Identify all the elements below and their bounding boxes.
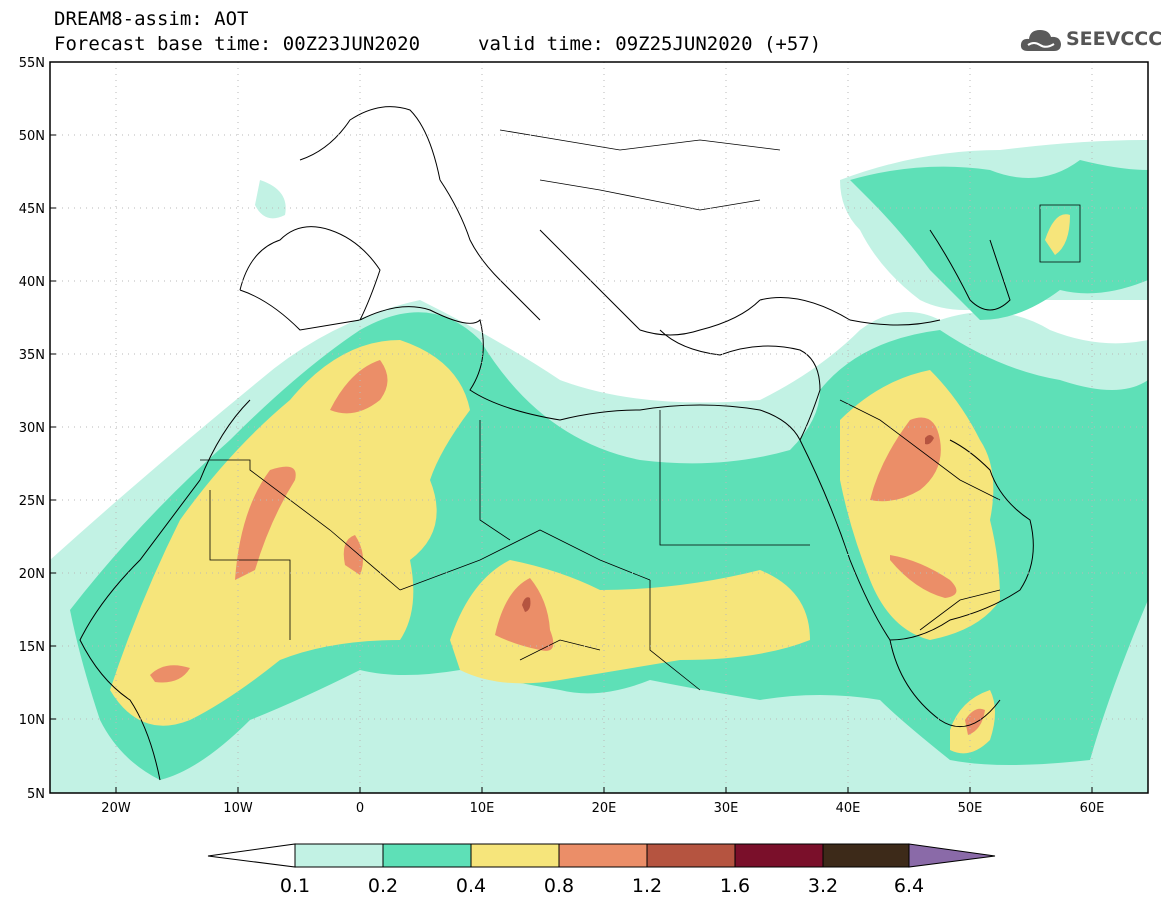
aot-contour-1-2-b xyxy=(925,435,934,445)
lon-label: 60E xyxy=(1080,801,1105,816)
ticks xyxy=(50,134,1093,793)
lon-label: 40E xyxy=(836,801,861,816)
lat-label: 10N xyxy=(19,713,45,728)
lon-label: 30E xyxy=(714,801,739,816)
lat-label: 55N xyxy=(19,56,45,71)
lon-label: 50E xyxy=(958,801,983,816)
coastlines xyxy=(79,106,1034,781)
aot-contour-0-2-caspian xyxy=(850,160,1148,320)
lat-label: 45N xyxy=(19,202,45,217)
colorbar-swatch xyxy=(734,843,824,868)
colorbar-label: 0.8 xyxy=(544,875,574,897)
aot-contour-0-4-central xyxy=(450,560,810,684)
colorbar-label: 0.2 xyxy=(368,875,398,897)
lon-label: 20E xyxy=(592,801,617,816)
aot-contour-0-8-a xyxy=(330,360,388,414)
chart-title: DREAM8-assim: AOT xyxy=(54,8,249,30)
colorbar-label: 1.6 xyxy=(720,875,750,897)
colorbar-label: 0.1 xyxy=(280,875,310,897)
aot-contour-0-8-g xyxy=(150,665,190,683)
colorbar-swatch-above xyxy=(908,843,996,868)
borders xyxy=(200,129,1081,691)
logo-text: SEEVCCC xyxy=(1066,28,1163,50)
lat-label: 20N xyxy=(19,567,45,582)
lon-label: 0 xyxy=(356,801,364,816)
valid-time: valid time: 09Z25JUN2020 (+57) xyxy=(478,33,822,55)
lat-label: 15N xyxy=(19,640,45,655)
lat-label: 35N xyxy=(19,348,45,363)
lat-label: 50N xyxy=(19,129,45,144)
seevccc-logo: SEEVCCC xyxy=(1018,22,1162,58)
aot-contour-0-8-f xyxy=(890,555,957,598)
lon-label: 10W xyxy=(223,801,253,816)
aot-contour-0-1-iberia xyxy=(255,180,286,219)
aot-contour-0-8-d xyxy=(495,578,554,651)
colorbar-label: 6.4 xyxy=(894,875,924,897)
lat-label: 5N xyxy=(27,787,45,802)
aot-field xyxy=(50,62,1148,793)
colorbar-swatch-below xyxy=(207,843,296,868)
aot-contour-0-8-b xyxy=(235,466,296,580)
colorbar-swatch xyxy=(646,843,736,868)
lon-label: 10E xyxy=(470,801,495,816)
latitude-labels: 55N 50N 45N 40N 35N 30N 25N 20N 15N 10N … xyxy=(19,56,45,802)
cloud-icon xyxy=(1020,30,1061,51)
colorbar-label: 1.2 xyxy=(632,875,662,897)
aot-contour-0-4-west xyxy=(110,340,470,726)
aot-contour-0-4-aral xyxy=(1045,214,1070,255)
lon-label: 20W xyxy=(101,801,131,816)
forecast-base-time: Forecast base time: 00Z23JUN2020 xyxy=(54,33,421,55)
lat-label: 30N xyxy=(19,421,45,436)
colorbar-labels: 0.1 0.2 0.4 0.8 1.2 1.6 3.2 6.4 xyxy=(280,875,924,897)
colorbar-swatch xyxy=(294,843,384,868)
longitude-labels: 20W 10W 0 10E 20E 30E 40E 50E 60E xyxy=(101,801,1104,816)
aot-contour-1-2 xyxy=(522,597,531,612)
lat-label: 25N xyxy=(19,494,45,509)
colorbar-swatch xyxy=(382,843,472,868)
lat-label: 40N xyxy=(19,275,45,290)
colorbar-swatch xyxy=(822,843,910,868)
aot-contour-0-8-e xyxy=(870,417,941,502)
colorbar-swatch xyxy=(470,843,560,868)
aot-contour-0-8-c xyxy=(343,535,364,575)
colorbar-label: 3.2 xyxy=(808,875,838,897)
colorbar-swatch xyxy=(558,843,648,868)
aot-contour-0-4-arabia xyxy=(840,370,1000,640)
colorbar-label: 0.4 xyxy=(456,875,486,897)
